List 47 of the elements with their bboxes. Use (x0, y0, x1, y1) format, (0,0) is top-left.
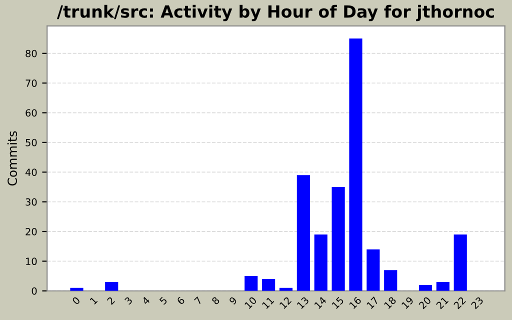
x-tick-label: 11 (262, 296, 274, 309)
x-tick-label: 9 (228, 296, 238, 306)
x-tick-label: 4 (142, 296, 150, 306)
bar (244, 276, 258, 291)
x-tick-label: 19 (401, 296, 414, 310)
x-tick-label: 8 (211, 296, 220, 305)
bar (262, 279, 276, 291)
y-tick-label: 60 (26, 109, 37, 117)
y-tick-label: 70 (26, 80, 37, 87)
x-tick-label: 17 (366, 296, 379, 309)
bar (332, 186, 345, 291)
x-tick-label: 13 (296, 296, 310, 310)
x-tick-label: 12 (279, 296, 292, 309)
bar (105, 282, 118, 291)
y-tick-label: 50 (26, 138, 37, 146)
x-tick-label: 23 (470, 296, 484, 310)
y-tick-label: 40 (25, 168, 37, 176)
bar (349, 38, 362, 291)
bar (384, 270, 398, 291)
bar (314, 234, 328, 291)
bar (296, 175, 310, 291)
x-tick-label: 6 (176, 296, 186, 305)
x-tick-label: 7 (194, 296, 202, 305)
x-tick-label: 14 (314, 296, 327, 309)
bar (454, 234, 467, 291)
y-tick-label: 30 (26, 198, 37, 206)
x-tick-label: 0 (72, 296, 80, 305)
x-tick-label: 3 (124, 296, 133, 305)
x-tick-label: 16 (348, 296, 362, 310)
x-tick-label: 5 (159, 296, 168, 305)
bar (366, 249, 380, 291)
y-axis-title: Commits (7, 131, 18, 186)
x-tick-label: 22 (453, 296, 466, 310)
x-tick-label: 10 (244, 296, 258, 310)
x-tick-label: 15 (332, 296, 344, 310)
y-tick-label: 20 (26, 228, 37, 236)
x-tick-label: 21 (436, 296, 449, 310)
x-tick-label: 18 (384, 296, 397, 310)
x-tick-label: 20 (418, 296, 432, 310)
bar (418, 284, 432, 291)
y-tick-label: 80 (26, 50, 37, 58)
x-tick-label: 1 (90, 296, 98, 305)
y-tick-label: 10 (26, 258, 37, 266)
y-tick-label: 0 (32, 287, 37, 295)
x-tick-label: 2 (106, 296, 116, 305)
bar (436, 282, 450, 291)
chart-title: /trunk/src: Activity by Hour of Day for jthornoc (56, 4, 494, 22)
